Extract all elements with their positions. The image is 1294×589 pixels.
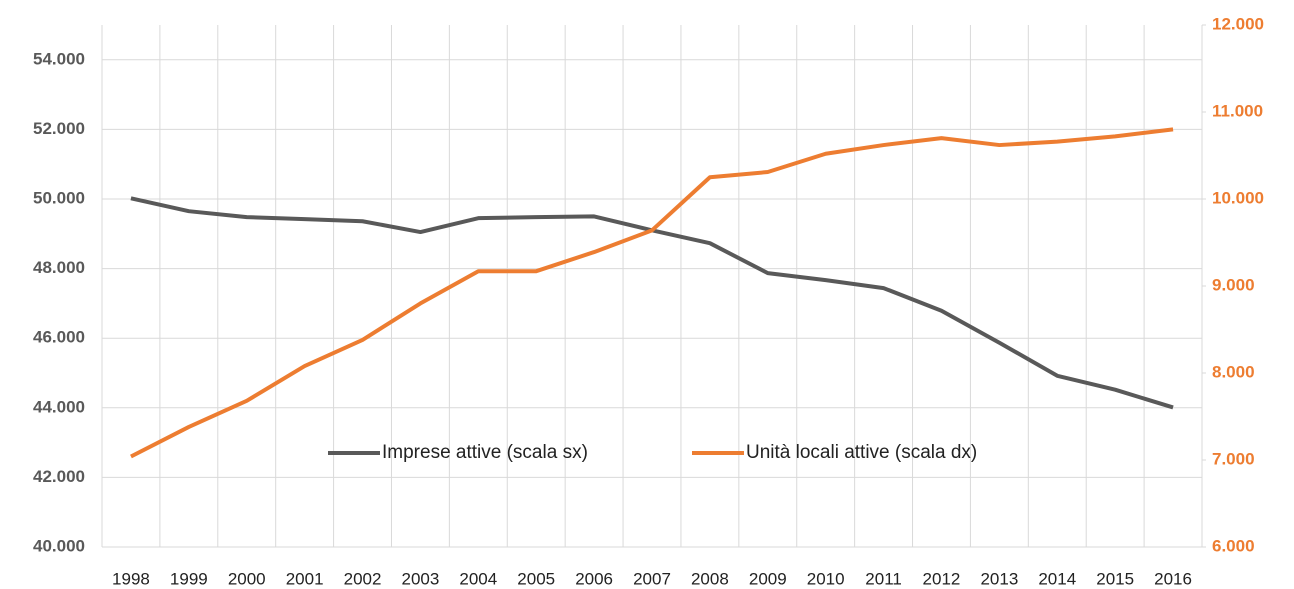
legend-label: Imprese attive (scala sx) <box>382 442 588 463</box>
x-tick-label: 2008 <box>691 569 729 588</box>
x-tick-label: 2010 <box>807 569 845 588</box>
legend-label: Unità locali attive (scala dx) <box>746 442 977 463</box>
x-tick-label: 2014 <box>1038 569 1076 588</box>
x-tick-label: 2007 <box>633 569 671 588</box>
y2-tick-label: 8.000 <box>1212 362 1255 381</box>
x-tick-label: 2002 <box>344 569 382 588</box>
x-tick-label: 2013 <box>980 569 1018 588</box>
x-tick-label: 2009 <box>749 569 787 588</box>
y-tick-label: 50.000 <box>33 188 85 207</box>
x-tick-label: 2015 <box>1096 569 1134 588</box>
x-tick-label: 2006 <box>575 569 613 588</box>
y2-tick-label: 10.000 <box>1212 188 1264 207</box>
x-tick-label: 2000 <box>228 569 266 588</box>
x-tick-label: 2005 <box>517 569 555 588</box>
y2-tick-label: 6.000 <box>1212 536 1255 555</box>
y-tick-label: 42.000 <box>33 467 85 486</box>
x-tick-label: 2012 <box>923 569 961 588</box>
x-tick-label: 1999 <box>170 569 208 588</box>
x-tick-label: 2001 <box>286 569 324 588</box>
y-tick-label: 40.000 <box>33 536 85 555</box>
x-tick-label: 1998 <box>112 569 150 588</box>
x-tick-label: 2016 <box>1154 569 1192 588</box>
x-tick-label: 2011 <box>865 569 902 588</box>
y2-tick-label: 11.000 <box>1212 101 1263 120</box>
y-tick-label: 44.000 <box>33 397 85 416</box>
y2-tick-label: 12.000 <box>1212 14 1264 33</box>
y2-tick-label: 7.000 <box>1212 449 1255 468</box>
y2-tick-label: 9.000 <box>1212 275 1255 294</box>
y-tick-label: 54.000 <box>33 49 85 68</box>
x-tick-label: 2004 <box>459 569 497 588</box>
x-tick-label: 2003 <box>402 569 440 588</box>
y-tick-label: 46.000 <box>33 328 85 347</box>
y-tick-label: 48.000 <box>33 258 85 277</box>
y-tick-label: 52.000 <box>33 119 85 138</box>
series-line <box>130 127 1174 459</box>
